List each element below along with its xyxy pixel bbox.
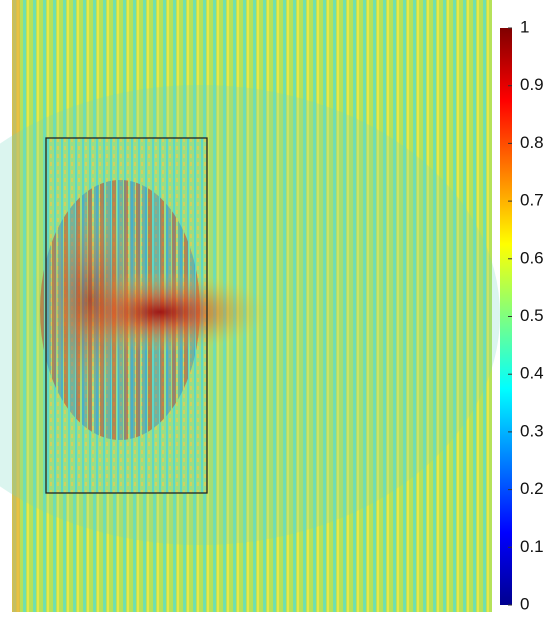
colorbar-tick-label: 1 [520,17,529,36]
colorbar-tick-label: 0.3 [520,421,544,440]
region-outline [45,137,208,494]
colorbar-tick-label: 0.4 [520,364,544,383]
colorbar-tick-label: 0.7 [520,191,544,210]
colorbar-tick-label: 0.9 [520,75,544,94]
field [0,0,500,612]
colorbar-tick-label: 0.1 [520,537,544,556]
colorbar-tick-label: 0.6 [520,248,544,267]
colorbar-tick-label: 0.2 [520,479,544,498]
colorbar-tick-label: 0.8 [520,133,544,152]
colorbar-tick-label: 0.5 [520,306,544,325]
colorbar [500,28,512,605]
colorbar-tick-label: 0 [520,594,529,613]
